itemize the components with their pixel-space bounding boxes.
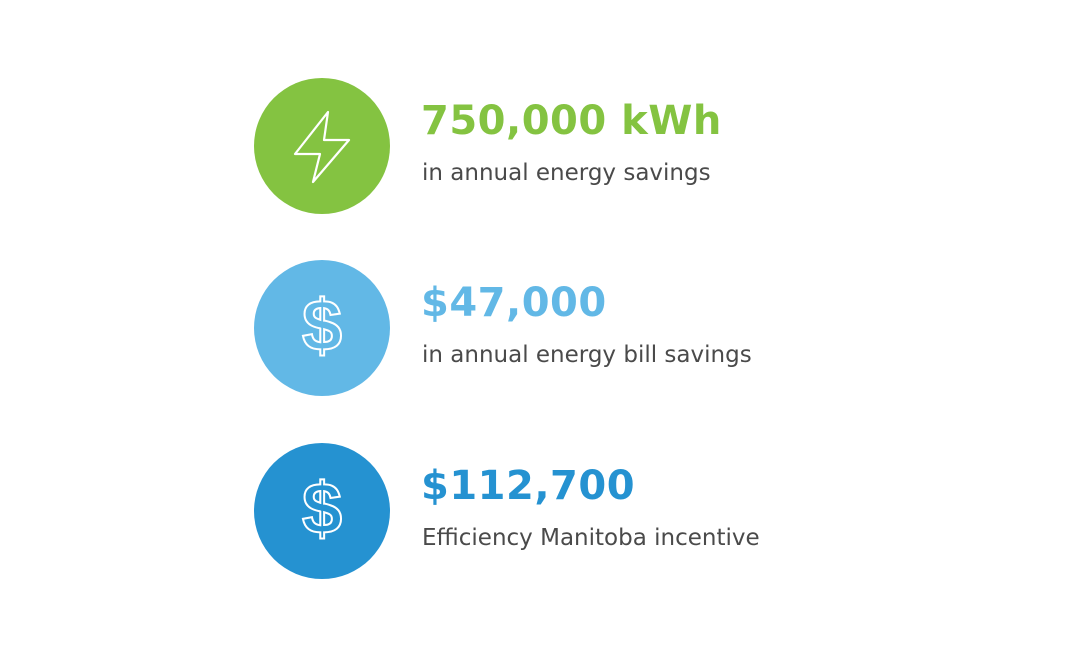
stat-label: in annual energy savings <box>422 160 711 186</box>
dollar-icon: $ <box>254 443 390 579</box>
stat-value: $112,700 <box>421 463 636 509</box>
stat-energy-savings: 750,000 kWh in annual energy savings <box>254 78 954 216</box>
stat-label: in annual energy bill savings <box>422 342 752 368</box>
lightning-bolt-icon <box>254 78 390 214</box>
svg-text:$: $ <box>302 469 342 549</box>
stat-value: 750,000 kWh <box>421 98 722 144</box>
stat-incentive: $ $112,700 Efficiency Manitoba incentive <box>254 443 954 581</box>
stat-label: Efficiency Manitoba incentive <box>422 525 760 551</box>
stat-value: $47,000 <box>421 280 607 326</box>
dollar-icon: $ <box>254 260 390 396</box>
stat-bill-savings: $ $47,000 in annual energy bill savings <box>254 260 954 398</box>
svg-text:$: $ <box>302 286 342 366</box>
